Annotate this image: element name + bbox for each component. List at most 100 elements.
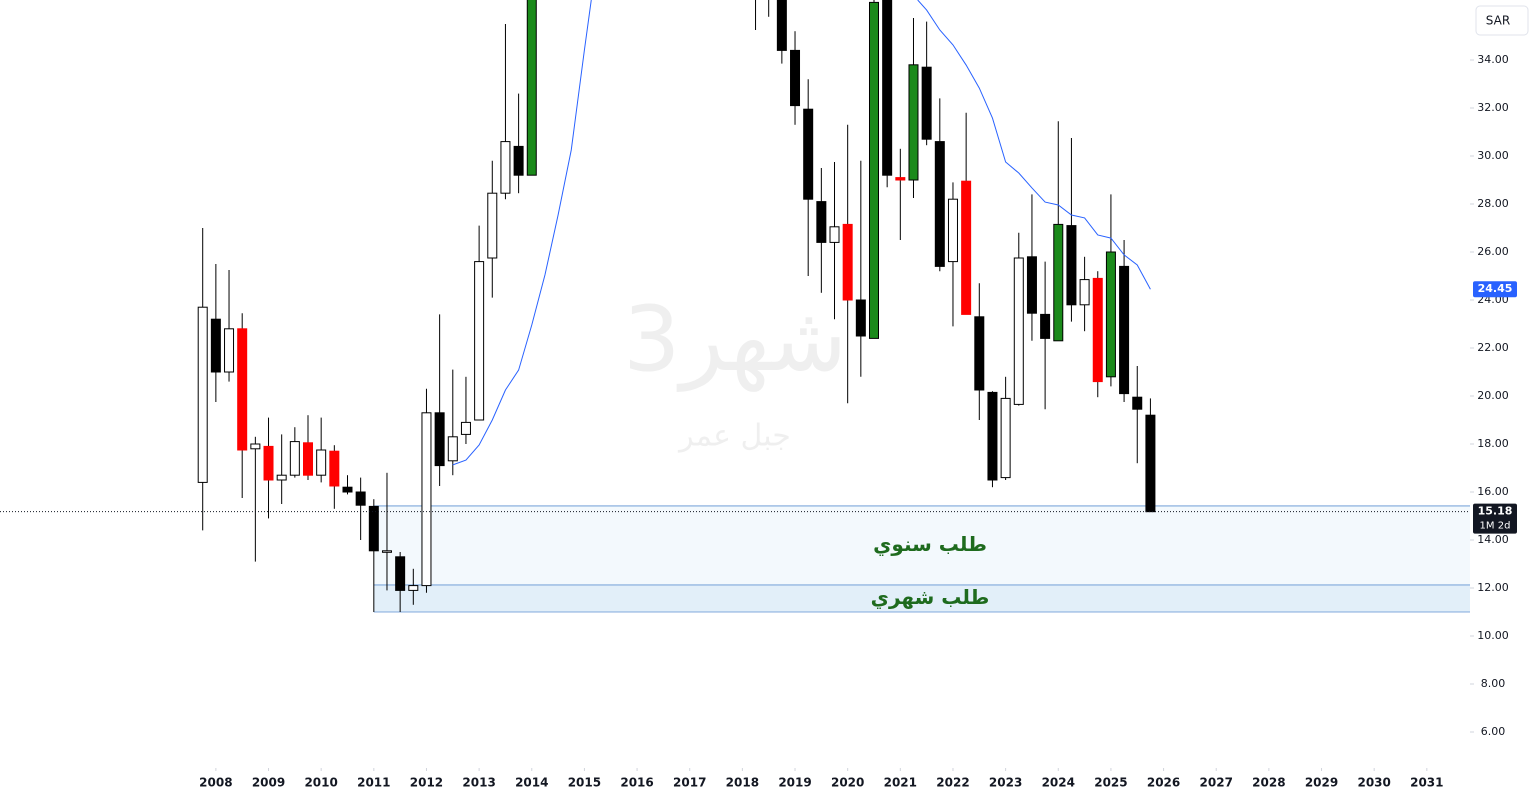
- y-tick-label: 10.00: [1477, 629, 1509, 642]
- x-tick-label: 2009: [252, 776, 285, 790]
- candle-body: [487, 192, 498, 259]
- y-tick-label: 32.00: [1477, 101, 1509, 114]
- candle-body: [1000, 397, 1011, 479]
- candle-body: [513, 145, 524, 176]
- candle-body: [381, 550, 392, 553]
- candle-body: [1040, 313, 1051, 339]
- x-tick-label: 2023: [989, 776, 1022, 790]
- x-tick-label: 2031: [1410, 776, 1443, 790]
- y-tick-label: 34.00: [1477, 53, 1509, 66]
- currency-button[interactable]: [1475, 5, 1529, 36]
- interval-label: 1M 2d: [1480, 521, 1511, 532]
- x-tick-label: 2016: [620, 776, 653, 790]
- candle-body: [395, 556, 406, 591]
- x-tick-label: 2012: [410, 776, 443, 790]
- candle-body: [1013, 257, 1024, 405]
- y-tick-label: 14.00: [1477, 533, 1509, 546]
- candle-body: [460, 421, 471, 435]
- candle-body: [868, 1, 879, 339]
- x-tick-label: 2019: [778, 776, 811, 790]
- candle-body: [1132, 396, 1143, 410]
- x-tick-label: 2021: [884, 776, 917, 790]
- candle-body: [895, 177, 906, 181]
- candle-body: [197, 306, 208, 483]
- candle-body: [987, 391, 998, 481]
- y-tick-label: 8.00: [1481, 677, 1506, 690]
- y-tick-label: 26.00: [1477, 245, 1509, 258]
- ma-badge: [1473, 281, 1517, 298]
- candle-body: [526, 0, 537, 176]
- candle-body: [474, 261, 485, 421]
- y-tick-label: 30.00: [1477, 149, 1509, 162]
- candle-body: [289, 441, 300, 476]
- demand-zone: [373, 585, 1470, 612]
- y-tick-label: 6.00: [1481, 725, 1506, 738]
- candle-body: [329, 450, 340, 487]
- candle-body: [803, 108, 814, 200]
- price-badge: [1473, 503, 1517, 534]
- x-tick-label: 2014: [515, 776, 548, 790]
- candle-body: [355, 491, 366, 506]
- moving-average: [917, 0, 1151, 290]
- candle-body: [816, 201, 827, 243]
- moving-average: [452, 0, 592, 466]
- x-tick-label: 2027: [1200, 776, 1233, 790]
- candle-body: [276, 474, 287, 481]
- zones: طلب سنوي طلب شهري: [373, 505, 1470, 613]
- candle-body: [842, 223, 853, 301]
- y-tick-label: 18.00: [1477, 437, 1509, 450]
- x-tick-label: 2011: [357, 776, 390, 790]
- candle-body: [342, 486, 353, 493]
- x-tick-label: 2010: [304, 776, 337, 790]
- candle-body: [408, 585, 419, 591]
- candle-body: [368, 505, 379, 552]
- candle-body: [974, 316, 985, 391]
- candle-body: [224, 328, 235, 373]
- y-tick-label: 20.00: [1477, 389, 1509, 402]
- candle-body: [1053, 223, 1064, 342]
- y-tick-label: 12.00: [1477, 581, 1509, 594]
- x-tick-label: 2025: [1094, 776, 1127, 790]
- candle-body: [908, 64, 919, 181]
- candle-body: [776, 0, 787, 51]
- x-tick-label: 2024: [1042, 776, 1075, 790]
- axes: 6.00 8.00 10.00 12.00 14.00 16.00 18.00 20.00 22…: [199, 53, 1517, 790]
- candle-body: [421, 412, 432, 587]
- x-tick-label: 2018: [726, 776, 759, 790]
- candle-body: [829, 226, 840, 243]
- watermark-subtitle: جبل عمر: [677, 419, 791, 454]
- x-tick-label: 2026: [1147, 776, 1180, 790]
- x-tick-label: 2020: [831, 776, 864, 790]
- x-tick-label: 2022: [936, 776, 969, 790]
- price-badge-label: 15.18: [1478, 505, 1513, 518]
- candle-body: [947, 198, 958, 263]
- x-tick-label: 2015: [568, 776, 601, 790]
- candle-body: [434, 412, 445, 467]
- candle-body: [303, 442, 314, 476]
- candle-body: [921, 66, 932, 140]
- ma-badge-label: 24.45: [1478, 282, 1513, 295]
- candle-body: [1092, 277, 1103, 383]
- candle-body: [1105, 251, 1116, 378]
- y-tick-label: 16.00: [1477, 485, 1509, 498]
- candle-body: [1119, 265, 1130, 395]
- demand-zone: [373, 505, 1470, 585]
- candle-body: [961, 180, 972, 315]
- x-tick-label: 2017: [673, 776, 706, 790]
- x-tick-label: 2013: [462, 776, 495, 790]
- zone-label: طلب سنوي: [873, 532, 987, 557]
- candle-body: [855, 299, 866, 337]
- candle-body: [316, 449, 327, 476]
- candle-body: [934, 141, 945, 267]
- candle-body: [1145, 414, 1156, 513]
- x-tick-label: 2030: [1357, 776, 1390, 790]
- currency-label: SAR: [1486, 14, 1510, 28]
- candle-body: [1026, 256, 1037, 314]
- candle-body: [250, 443, 261, 450]
- candle-body: [790, 49, 801, 107]
- y-tick-label: 28.00: [1477, 197, 1509, 210]
- candle-body: [882, 0, 893, 176]
- x-tick-label: 2028: [1252, 776, 1285, 790]
- candle-body: [447, 436, 458, 462]
